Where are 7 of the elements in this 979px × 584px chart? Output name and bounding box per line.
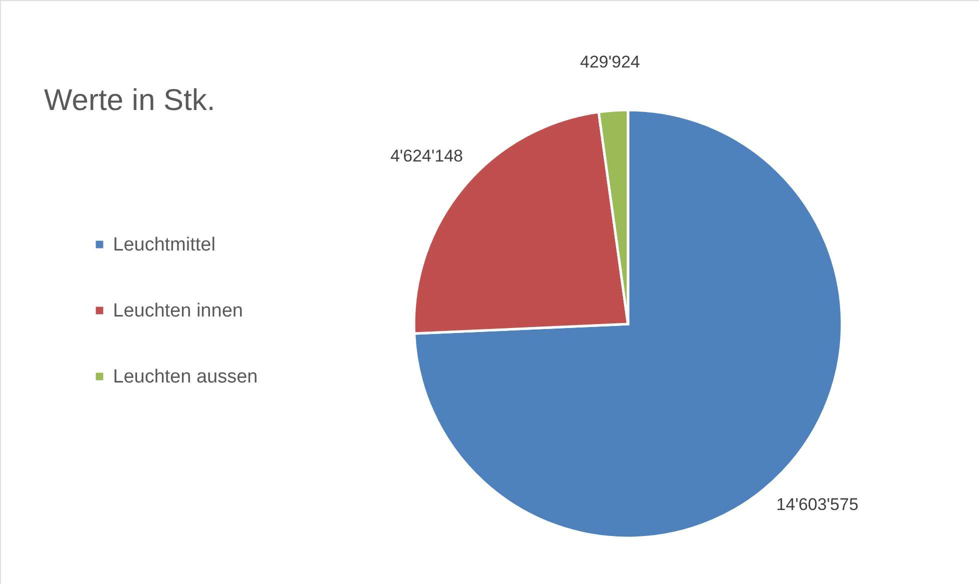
legend-label: Leuchten innen [113, 300, 243, 322]
legend-label: Leuchten aussen [113, 366, 258, 388]
text: Werte in Stk. [44, 84, 216, 117]
data-label: 4'624'148 [390, 146, 464, 166]
data-label: 14'603'575 [776, 495, 858, 514]
legend-label: Leuchtmittel [113, 234, 216, 256]
data-label: 429'924 [580, 52, 640, 72]
